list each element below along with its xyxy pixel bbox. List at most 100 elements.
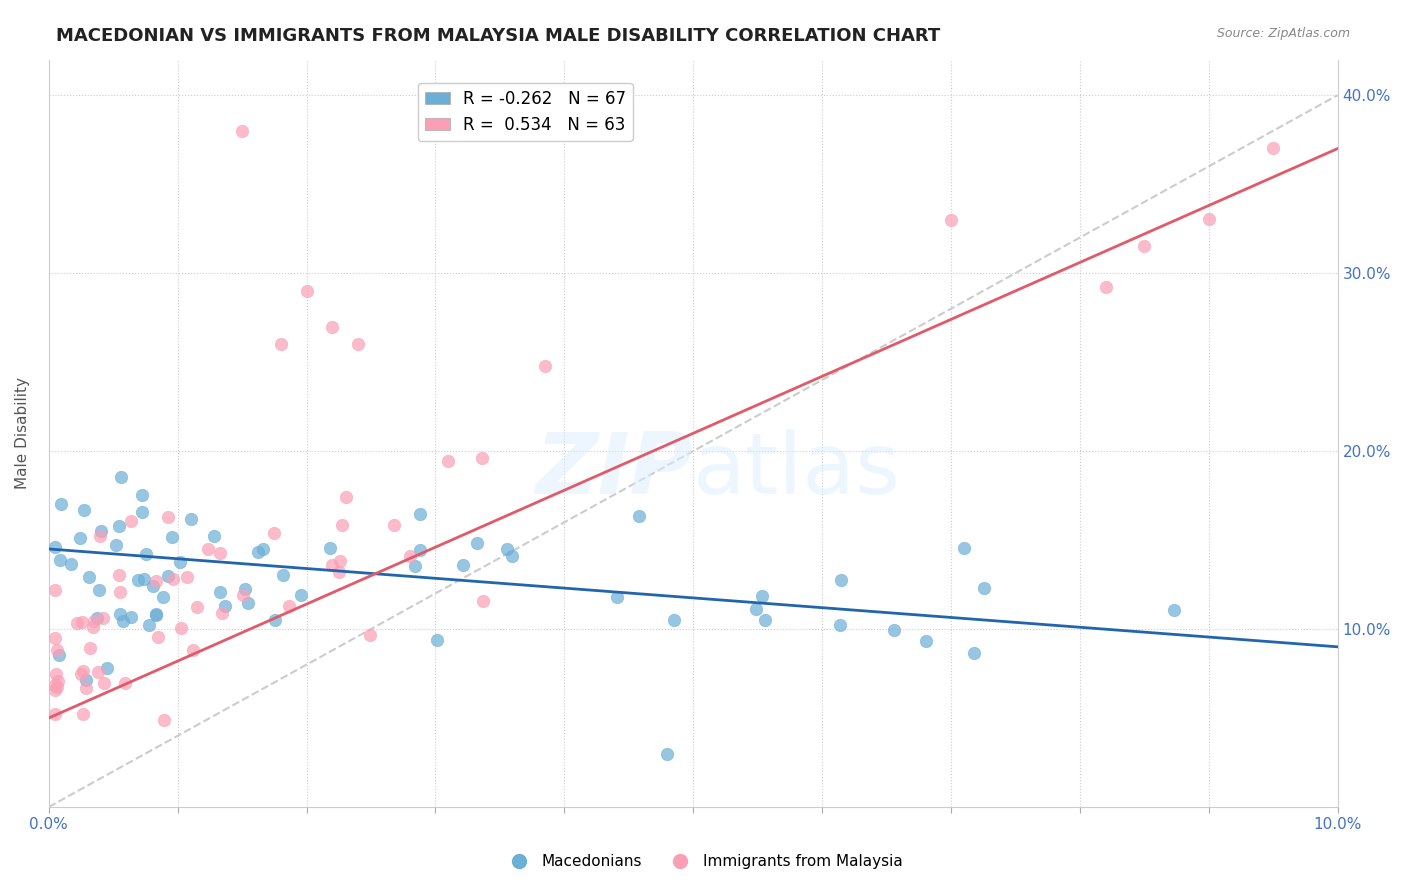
Point xyxy=(48,648,70,662)
Point xyxy=(111,614,134,628)
Point xyxy=(830,573,852,587)
Point xyxy=(828,618,851,632)
Point xyxy=(321,558,343,573)
Point xyxy=(236,596,259,610)
Point xyxy=(204,529,226,543)
Point xyxy=(1163,603,1185,617)
Point xyxy=(108,519,131,533)
Legend: R = -0.262   N = 67, R =  0.534   N = 63: R = -0.262 N = 67, R = 0.534 N = 63 xyxy=(418,83,633,141)
Point xyxy=(138,618,160,632)
Point xyxy=(295,284,318,298)
Point xyxy=(263,526,285,541)
Point xyxy=(657,747,679,761)
Point xyxy=(329,554,352,568)
Point xyxy=(408,508,430,522)
Point xyxy=(145,574,167,588)
Point xyxy=(745,601,768,615)
Point xyxy=(162,572,184,586)
Point xyxy=(120,609,142,624)
Point xyxy=(152,590,174,604)
Point xyxy=(75,681,97,695)
Point xyxy=(86,611,108,625)
Point xyxy=(108,567,131,582)
Point xyxy=(44,631,66,645)
Point xyxy=(44,682,66,697)
Point xyxy=(131,488,153,502)
Point xyxy=(181,643,204,657)
Point xyxy=(135,547,157,561)
Point xyxy=(359,628,381,642)
Point xyxy=(883,623,905,637)
Text: Source: ZipAtlas.com: Source: ZipAtlas.com xyxy=(1216,27,1350,40)
Point xyxy=(120,514,142,528)
Point xyxy=(114,675,136,690)
Point xyxy=(347,337,370,351)
Point xyxy=(606,591,628,605)
Point xyxy=(146,630,169,644)
Point xyxy=(664,613,686,627)
Point xyxy=(1094,279,1116,293)
Point xyxy=(160,530,183,544)
Legend: Macedonians, Immigrants from Malaysia: Macedonians, Immigrants from Malaysia xyxy=(498,848,908,875)
Point xyxy=(44,707,66,722)
Point xyxy=(77,570,100,584)
Point xyxy=(110,469,132,483)
Point xyxy=(72,706,94,721)
Point xyxy=(59,558,82,572)
Point xyxy=(1263,140,1285,154)
Point xyxy=(44,540,66,554)
Point xyxy=(534,359,557,373)
Point xyxy=(70,667,93,681)
Point xyxy=(46,673,69,688)
Point xyxy=(231,124,253,138)
Point xyxy=(44,582,66,597)
Point xyxy=(93,675,115,690)
Point xyxy=(145,607,167,621)
Point xyxy=(335,491,357,505)
Text: MACEDONIAN VS IMMIGRANTS FROM MALAYSIA MALE DISABILITY CORRELATION CHART: MACEDONIAN VS IMMIGRANTS FROM MALAYSIA M… xyxy=(56,27,941,45)
Text: ZIP: ZIP xyxy=(536,429,693,512)
Point xyxy=(90,524,112,538)
Point xyxy=(156,509,179,524)
Point xyxy=(176,570,198,584)
Point xyxy=(142,579,165,593)
Point xyxy=(87,583,110,598)
Point xyxy=(96,660,118,674)
Point xyxy=(127,574,149,588)
Point xyxy=(132,572,155,586)
Point xyxy=(89,529,111,543)
Point xyxy=(1198,212,1220,227)
Point xyxy=(72,664,94,678)
Point xyxy=(70,615,93,629)
Point xyxy=(252,542,274,557)
Point xyxy=(1133,238,1156,252)
Point xyxy=(437,454,460,468)
Point xyxy=(180,512,202,526)
Point xyxy=(754,614,776,628)
Point xyxy=(110,607,132,622)
Point xyxy=(44,678,66,692)
Point xyxy=(328,565,350,579)
Point xyxy=(952,541,974,555)
Point xyxy=(425,633,447,648)
Point xyxy=(319,541,342,556)
Point xyxy=(290,588,312,602)
Point xyxy=(472,594,495,608)
Point xyxy=(963,646,986,660)
Point xyxy=(83,614,105,628)
Point xyxy=(915,634,938,648)
Point xyxy=(49,553,72,567)
Point xyxy=(495,542,517,557)
Point xyxy=(939,213,962,227)
Point xyxy=(145,608,167,623)
Point xyxy=(404,558,426,573)
Point xyxy=(264,613,287,627)
Point xyxy=(108,584,131,599)
Point xyxy=(382,517,405,532)
Point xyxy=(73,503,96,517)
Point xyxy=(87,665,110,680)
Point xyxy=(277,599,299,613)
Point xyxy=(79,640,101,655)
Point xyxy=(75,673,97,687)
Point xyxy=(91,611,114,625)
